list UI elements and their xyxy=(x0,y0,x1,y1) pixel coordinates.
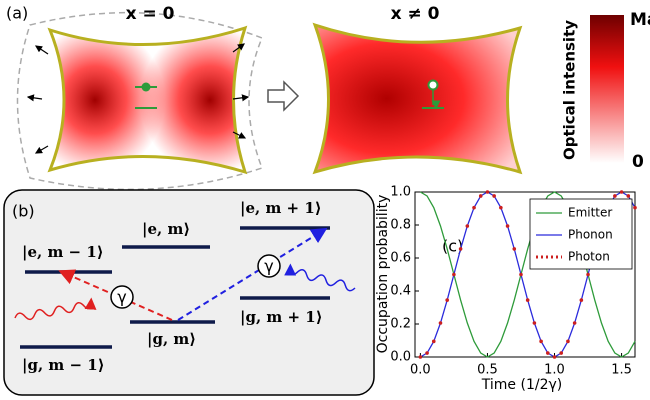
photon-wave xyxy=(14,297,97,321)
data-point xyxy=(431,339,436,344)
gamma-circle xyxy=(257,254,281,278)
data-point xyxy=(525,298,530,302)
x-tick-label: 1.0 xyxy=(544,363,565,378)
data-point xyxy=(478,194,483,198)
data-point xyxy=(438,321,443,325)
colorbar-title: Optical intensity xyxy=(561,20,579,160)
panel-b-box xyxy=(3,189,375,396)
ket: |g, m + 1⟩ xyxy=(240,308,323,326)
data-point xyxy=(519,272,523,277)
data-point xyxy=(572,321,577,325)
ket: |g, m − 1⟩ xyxy=(22,356,105,374)
ket: |g, m⟩ xyxy=(147,330,196,348)
data-point xyxy=(472,205,476,210)
colorbar-min: 0 xyxy=(632,152,644,172)
data-point xyxy=(613,194,617,198)
data-point xyxy=(633,205,637,210)
y-tick-label: 1.0 xyxy=(390,185,411,200)
x-axis-label: Time (1/2γ) xyxy=(481,377,562,393)
legend-label: Photon xyxy=(568,250,610,264)
panel-label: (b) xyxy=(12,202,35,221)
y-tick-label: 0.6 xyxy=(390,251,411,266)
legend-label: Phonon xyxy=(568,228,613,242)
phonon-wave xyxy=(284,263,356,292)
emitter-left xyxy=(135,82,157,109)
x-tick-label: 0.0 xyxy=(410,363,431,378)
data-point xyxy=(418,355,423,359)
ket: |e, m⟩ xyxy=(142,220,190,238)
colorbar xyxy=(590,15,624,163)
y-tick-label: 0.8 xyxy=(390,218,411,233)
legend-label: Emitter xyxy=(568,206,612,220)
ket: |e, m − 1⟩ xyxy=(22,243,104,261)
y-axis-label: Occupation probability xyxy=(375,195,391,354)
chart: (c) Time (1/2γ) Occupation probability 0… xyxy=(375,185,637,393)
data-point xyxy=(465,224,470,228)
data-point xyxy=(532,321,537,325)
left-title: x = 0 xyxy=(126,4,175,24)
colorbar-max: Max xyxy=(630,10,650,30)
data-point xyxy=(499,205,503,210)
data-point xyxy=(492,194,496,198)
y-tick-label: 0.4 xyxy=(390,284,411,299)
data-point xyxy=(626,194,631,198)
right-title: x ≠ 0 xyxy=(391,4,440,24)
data-point xyxy=(539,339,543,344)
gamma: γ xyxy=(264,257,273,276)
data-point xyxy=(458,247,463,251)
y-tick-label: 0.0 xyxy=(390,350,411,365)
dashed-outline xyxy=(16,11,263,191)
transition-arrow xyxy=(177,227,328,321)
data-point xyxy=(425,351,429,355)
gamma: γ xyxy=(117,288,126,307)
data-point xyxy=(485,190,490,194)
data-point xyxy=(559,351,564,355)
data-point xyxy=(566,339,570,344)
cavity-right xyxy=(312,22,523,175)
data-point xyxy=(445,298,449,302)
data-point xyxy=(512,247,517,251)
data-point xyxy=(552,355,557,359)
gamma-circle xyxy=(110,285,134,309)
big-arrow xyxy=(267,80,300,112)
panel-label: (a) xyxy=(6,4,28,23)
data-point xyxy=(505,224,510,228)
data-point xyxy=(546,351,550,355)
emitter-right xyxy=(422,79,444,110)
data-point xyxy=(579,298,584,302)
data-point xyxy=(452,272,456,277)
cavity-outline xyxy=(47,25,248,175)
x-tick-label: 1.5 xyxy=(611,363,632,378)
ket: |e, m + 1⟩ xyxy=(240,199,322,217)
data-point xyxy=(619,190,624,194)
data-point xyxy=(586,272,590,277)
arrows xyxy=(26,43,250,154)
series-line xyxy=(420,191,636,358)
x-tick-label: 0.5 xyxy=(477,363,498,378)
y-tick-label: 0.2 xyxy=(390,317,411,332)
